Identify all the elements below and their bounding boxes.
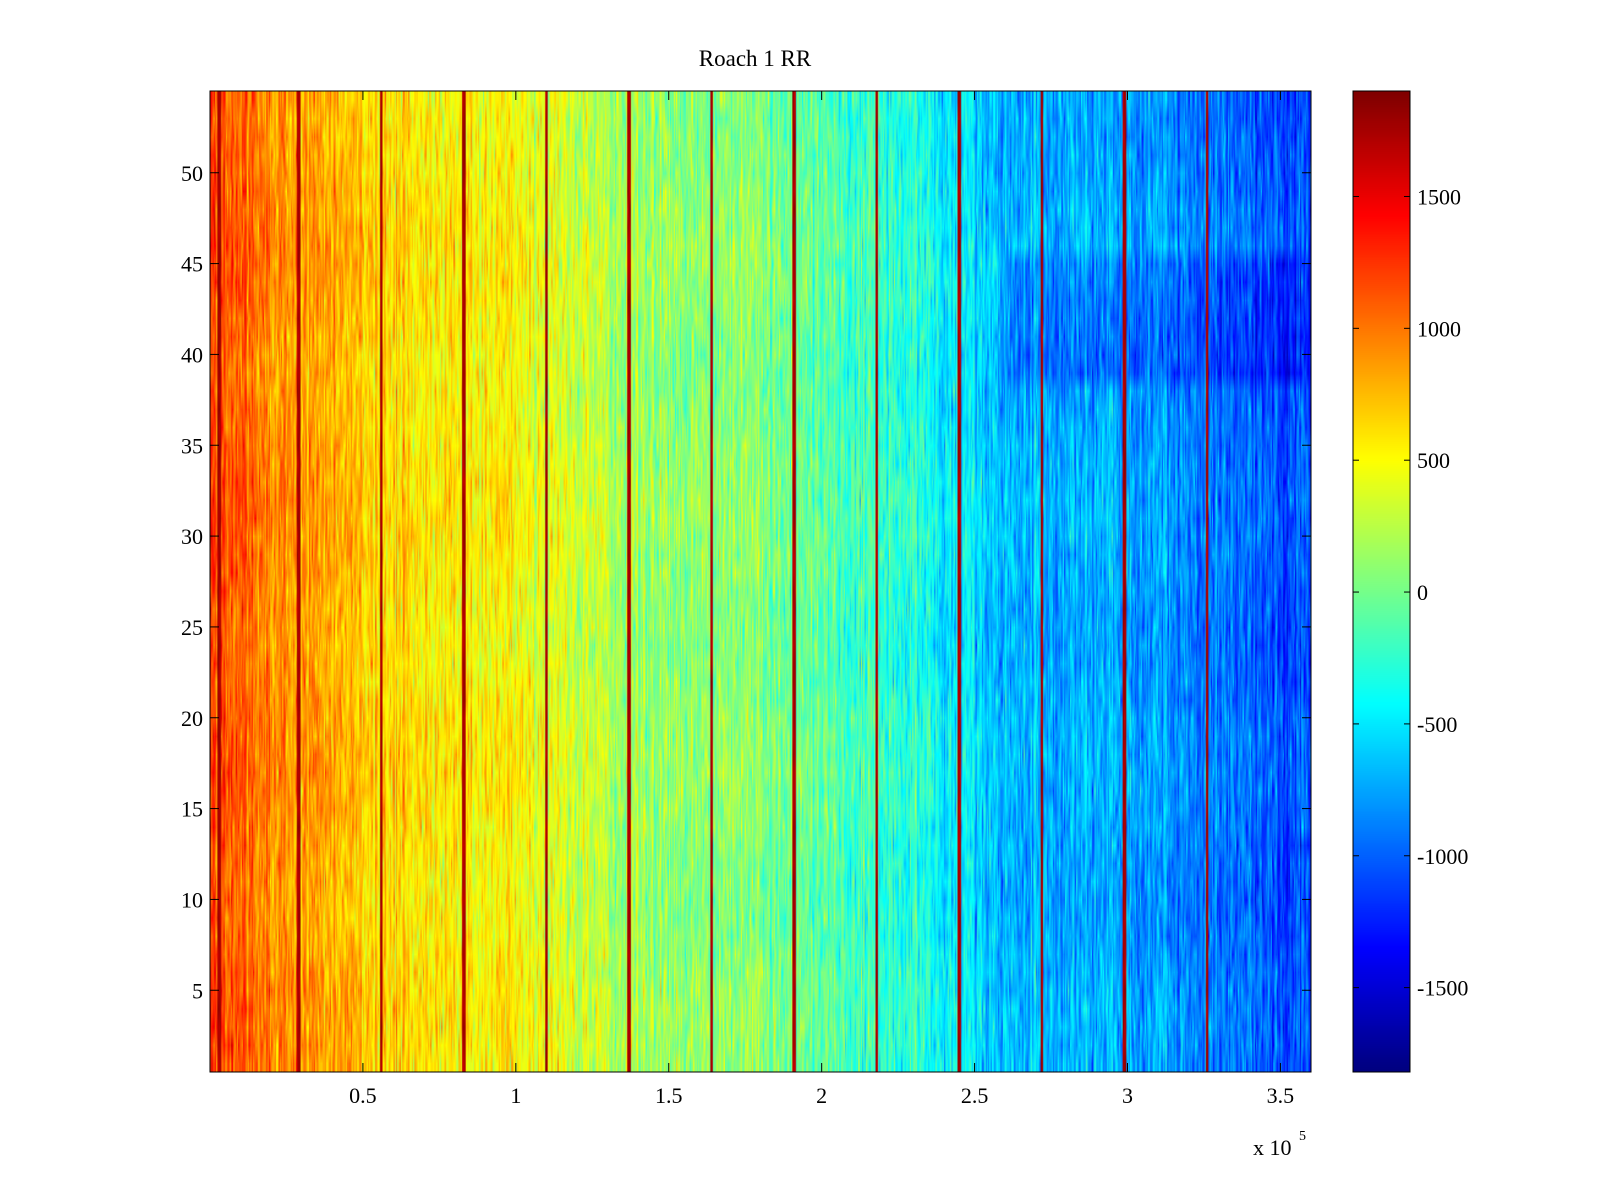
x-multiplier-base: x 10 — [1253, 1135, 1292, 1160]
colorbar-tick-label: 0 — [1417, 580, 1428, 605]
y-tick-label: 20 — [181, 706, 203, 731]
x-tick-label: 1.5 — [655, 1083, 683, 1108]
colorbar-tick-label: 1000 — [1417, 316, 1461, 341]
x-tick-label: 0.5 — [349, 1083, 377, 1108]
x-tick-label: 3.5 — [1267, 1083, 1295, 1108]
colorbar-tick-label: -1000 — [1417, 844, 1468, 869]
heatmap-image — [210, 91, 1311, 1072]
heatmap-cells — [210, 91, 1311, 1072]
x-tick-label: 2 — [816, 1083, 827, 1108]
y-tick-label: 5 — [192, 978, 203, 1003]
colorbar-gradient — [1353, 91, 1410, 1072]
y-tick-label: 35 — [181, 433, 203, 458]
colorbar: 1500 1000 500 0 -500 -1000 -1500 — [1352, 90, 1468, 1073]
y-tick-label: 15 — [181, 797, 203, 822]
colorbar-tick-label: 1500 — [1417, 184, 1461, 209]
x-multiplier-exponent: 5 — [1299, 1129, 1306, 1144]
x-axis: 0.5 1 1.5 2 2.5 3 3.5 — [349, 91, 1294, 1108]
plot-frame — [209, 90, 1312, 1073]
y-tick-label: 50 — [181, 161, 203, 186]
x-tick-label: 3 — [1122, 1083, 1133, 1108]
y-tick-label: 25 — [181, 615, 203, 640]
y-tick-label: 40 — [181, 342, 203, 367]
y-tick-label: 45 — [181, 252, 203, 277]
x-multiplier: x 10 5 — [1253, 1129, 1306, 1160]
colorbar-tick-label: 500 — [1417, 448, 1450, 473]
colorbar-frame — [1352, 90, 1411, 1073]
colorbar-tick-label: -500 — [1417, 712, 1457, 737]
colorbar-tick-label: -1500 — [1417, 976, 1468, 1001]
colorbar-ticks: 1500 1000 500 0 -500 -1000 -1500 — [1353, 184, 1468, 1001]
y-tick-label: 30 — [181, 524, 203, 549]
chart-title: Roach 1 RR — [699, 46, 812, 71]
y-axis: 5 10 15 20 25 30 35 40 45 50 — [181, 161, 1311, 1003]
y-tick-label: 10 — [181, 887, 203, 912]
x-tick-label: 2.5 — [961, 1083, 989, 1108]
x-tick-label: 1 — [510, 1083, 521, 1108]
